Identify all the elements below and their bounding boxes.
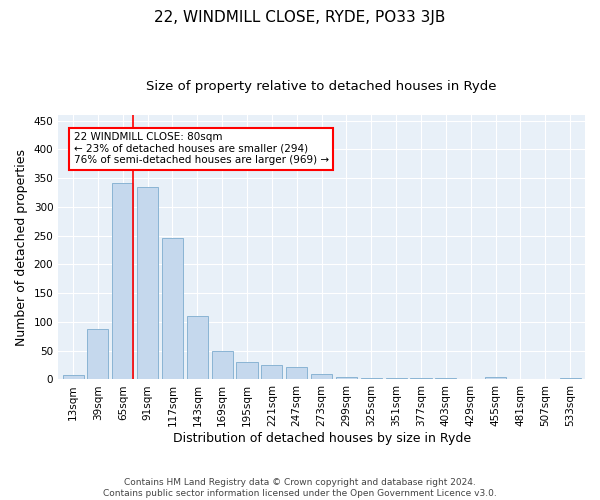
Bar <box>361 378 382 380</box>
Bar <box>62 376 83 380</box>
Bar <box>212 352 233 380</box>
Bar <box>336 376 357 380</box>
Bar <box>112 183 133 380</box>
Text: 22, WINDMILL CLOSE, RYDE, PO33 3JB: 22, WINDMILL CLOSE, RYDE, PO33 3JB <box>154 10 446 25</box>
Bar <box>286 367 307 380</box>
Bar <box>410 378 431 380</box>
Bar <box>435 378 457 380</box>
Bar <box>187 316 208 380</box>
Bar <box>262 365 283 380</box>
Bar <box>510 379 531 380</box>
Bar <box>485 377 506 380</box>
Bar <box>535 379 556 380</box>
Bar <box>88 330 109 380</box>
Bar <box>386 378 407 380</box>
Bar <box>311 374 332 380</box>
Bar <box>560 378 581 380</box>
X-axis label: Distribution of detached houses by size in Ryde: Distribution of detached houses by size … <box>173 432 470 445</box>
Bar <box>236 362 257 380</box>
Y-axis label: Number of detached properties: Number of detached properties <box>15 148 28 346</box>
Text: Contains HM Land Registry data © Crown copyright and database right 2024.
Contai: Contains HM Land Registry data © Crown c… <box>103 478 497 498</box>
Title: Size of property relative to detached houses in Ryde: Size of property relative to detached ho… <box>146 80 497 93</box>
Text: 22 WINDMILL CLOSE: 80sqm
← 23% of detached houses are smaller (294)
76% of semi-: 22 WINDMILL CLOSE: 80sqm ← 23% of detach… <box>74 132 329 166</box>
Bar <box>162 238 183 380</box>
Bar <box>137 187 158 380</box>
